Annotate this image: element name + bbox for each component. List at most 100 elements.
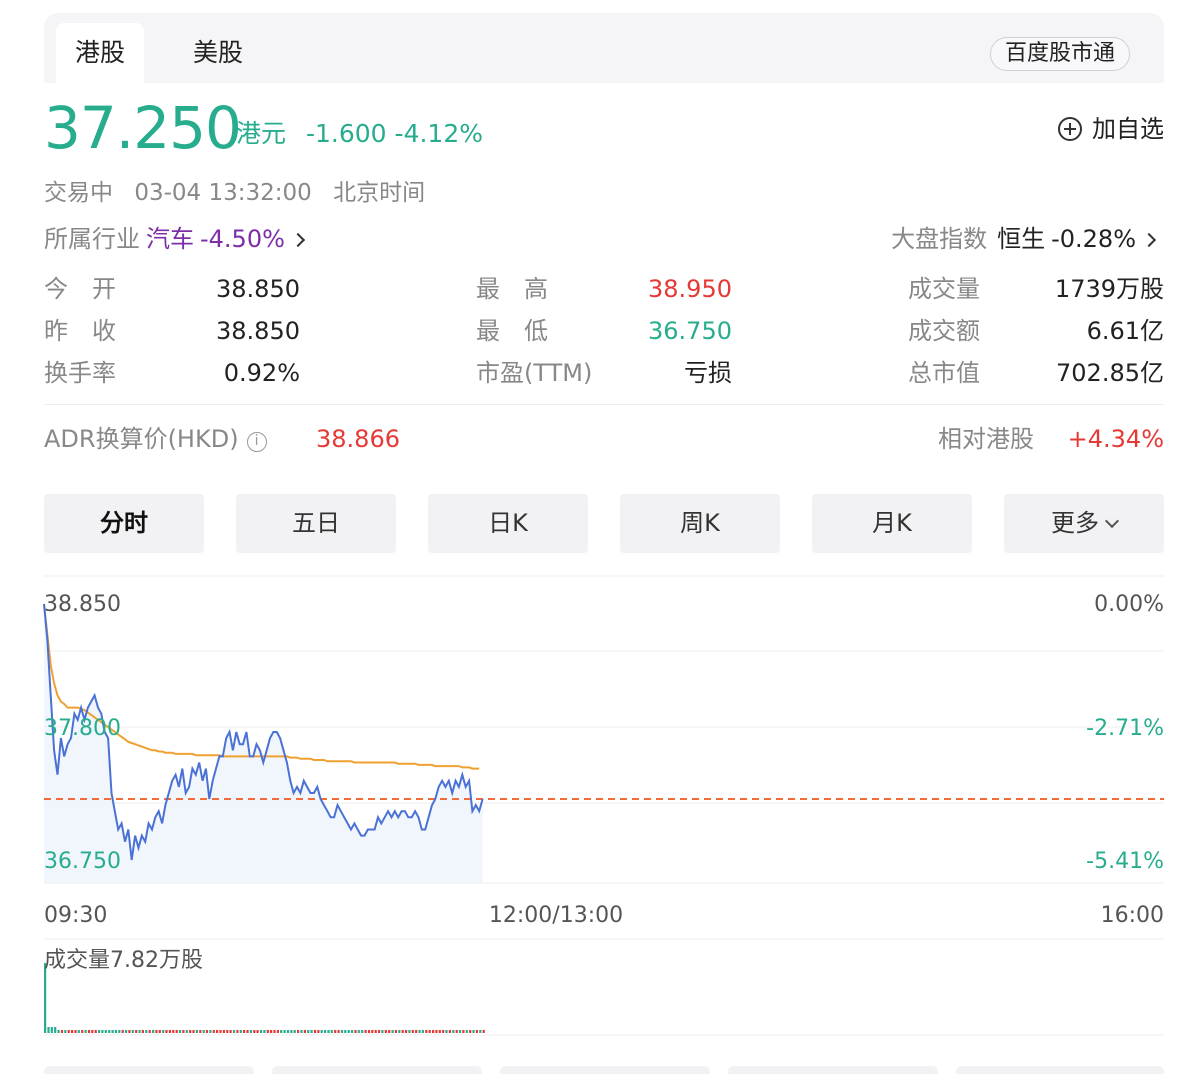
- volume-bar: [293, 1030, 296, 1033]
- volume-bar: [121, 1030, 124, 1033]
- volume-bar: [290, 1030, 293, 1033]
- amount-label: 成交额: [908, 317, 980, 345]
- market-index-link[interactable]: 大盘指数 恒生 -0.28%: [891, 222, 1157, 256]
- volume-bar: [60, 1030, 64, 1033]
- volume-bar: [94, 1030, 97, 1033]
- tab-us-stock[interactable]: 美股: [192, 38, 243, 67]
- period-weekly-k-button[interactable]: 周K: [620, 494, 780, 553]
- bottom-tab[interactable]: [956, 1066, 1164, 1074]
- bottom-tab[interactable]: [728, 1066, 938, 1074]
- volume-bar: [475, 1030, 478, 1033]
- market-cap-value: 702.85亿: [1056, 359, 1164, 387]
- amount-value: 6.61亿: [1086, 317, 1164, 345]
- industry-label: 所属行业: [44, 225, 140, 253]
- period-more-button[interactable]: 更多: [1004, 494, 1164, 553]
- volume-bar: [388, 1030, 391, 1033]
- info-icon[interactable]: i: [246, 432, 267, 452]
- volume-bar: [354, 1030, 357, 1033]
- volume-bar: [239, 1030, 242, 1033]
- volume-bar: [361, 1030, 364, 1033]
- volume-bar: [435, 1030, 438, 1033]
- volume-bar: [334, 1030, 337, 1033]
- plus-circle-icon: [1058, 117, 1082, 141]
- volume-bar: [108, 1030, 111, 1033]
- volume-bar: [175, 1030, 178, 1033]
- volume-bar: [330, 1030, 333, 1033]
- volume-bar: [374, 1030, 377, 1033]
- volume-bar: [168, 1030, 171, 1033]
- volume-bar: [222, 1030, 225, 1033]
- period-5day-button[interactable]: 五日: [236, 494, 396, 553]
- volume-bar: [118, 1030, 121, 1033]
- pe-value: 亏损: [684, 359, 732, 387]
- relative-hk-label: 相对港股: [938, 425, 1034, 453]
- volume-bar: [182, 1030, 185, 1033]
- pe-label: 市盈(TTM): [476, 359, 593, 387]
- volume-bar: [458, 1030, 462, 1033]
- volume-bar: [111, 1030, 114, 1033]
- volume-bar: [256, 1030, 259, 1033]
- volume-bar: [141, 1030, 144, 1033]
- volume-bar: [391, 1030, 394, 1033]
- trading-state: 交易中: [44, 180, 113, 206]
- y-tick-bottom: 36.750: [44, 849, 121, 874]
- volume-bar: [131, 1030, 134, 1033]
- add-watchlist-button[interactable]: 加自选: [1058, 112, 1164, 146]
- volume-bar: [202, 1030, 205, 1033]
- volume-bar: [455, 1030, 458, 1033]
- volume-bar: [226, 1030, 229, 1033]
- industry-link[interactable]: 所属行业 汽车 -4.50%: [44, 222, 305, 256]
- volume-bar: [71, 1030, 74, 1033]
- volume-bar: [452, 1030, 455, 1033]
- volume-bar: [394, 1030, 397, 1033]
- volume-bar: [101, 1030, 104, 1033]
- volume-bar: [84, 1030, 87, 1033]
- tab-hk-stock[interactable]: 港股: [56, 23, 144, 83]
- stock-market-button[interactable]: 百度股市通: [989, 37, 1130, 71]
- volume-bar: [445, 1030, 448, 1033]
- period-monthly-k-button[interactable]: 月K: [812, 494, 972, 553]
- industry-name: 汽车: [146, 225, 194, 253]
- index-change: -0.28%: [1051, 225, 1136, 253]
- volume-bar: [398, 1030, 401, 1033]
- period-daily-k-button[interactable]: 日K: [428, 494, 588, 553]
- volume-bar: [324, 1030, 327, 1033]
- more-label: 更多: [1051, 509, 1099, 537]
- quote-datetime: 03-04 13:32:00: [134, 180, 312, 206]
- period-intraday-button[interactable]: 分时: [44, 494, 204, 553]
- volume-bar: [367, 1030, 371, 1033]
- volume-bar: [253, 1030, 256, 1033]
- add-watchlist-label: 加自选: [1092, 115, 1164, 143]
- volume-bar: [189, 1030, 192, 1033]
- volume-bar: [246, 1030, 249, 1033]
- volume-bar: [185, 1030, 188, 1033]
- change-amount: -1.600: [306, 119, 387, 148]
- volume-bar: [232, 1030, 236, 1033]
- bottom-tab[interactable]: [44, 1066, 254, 1074]
- market-cap-label: 总市值: [908, 359, 980, 387]
- volume-bar: [428, 1030, 431, 1033]
- volume-bar: [138, 1030, 141, 1033]
- low-label: 最 低: [476, 317, 548, 345]
- adr-label: ADR换算价(HKD) i: [44, 422, 267, 456]
- volume-bar: [162, 1030, 165, 1033]
- open-label: 今 开: [44, 275, 116, 303]
- price-line: [43, 603, 484, 861]
- volume-bar: [479, 1030, 482, 1033]
- volume-bar: [273, 1030, 276, 1033]
- index-label: 大盘指数: [891, 225, 988, 253]
- volume-bar: [327, 1030, 330, 1033]
- pct-tick-bottom: -5.41%: [1086, 849, 1164, 874]
- volume-bar: [280, 1030, 283, 1033]
- volume-bar: [128, 1030, 131, 1033]
- volume-bar: [50, 1027, 53, 1033]
- volume-bar: [104, 1030, 107, 1033]
- volume-bar: [57, 1030, 60, 1033]
- volume-bar: [148, 1030, 151, 1033]
- volume-bar: [47, 1027, 50, 1033]
- time-tick-start: 09:30: [44, 903, 107, 928]
- volume-bar: [249, 1030, 252, 1033]
- intraday-chart[interactable]: 38.850 37.800 36.750 0.00% -2.71% -5.41%…: [0, 570, 1204, 1050]
- bottom-tab[interactable]: [272, 1066, 482, 1074]
- bottom-tab[interactable]: [500, 1066, 710, 1074]
